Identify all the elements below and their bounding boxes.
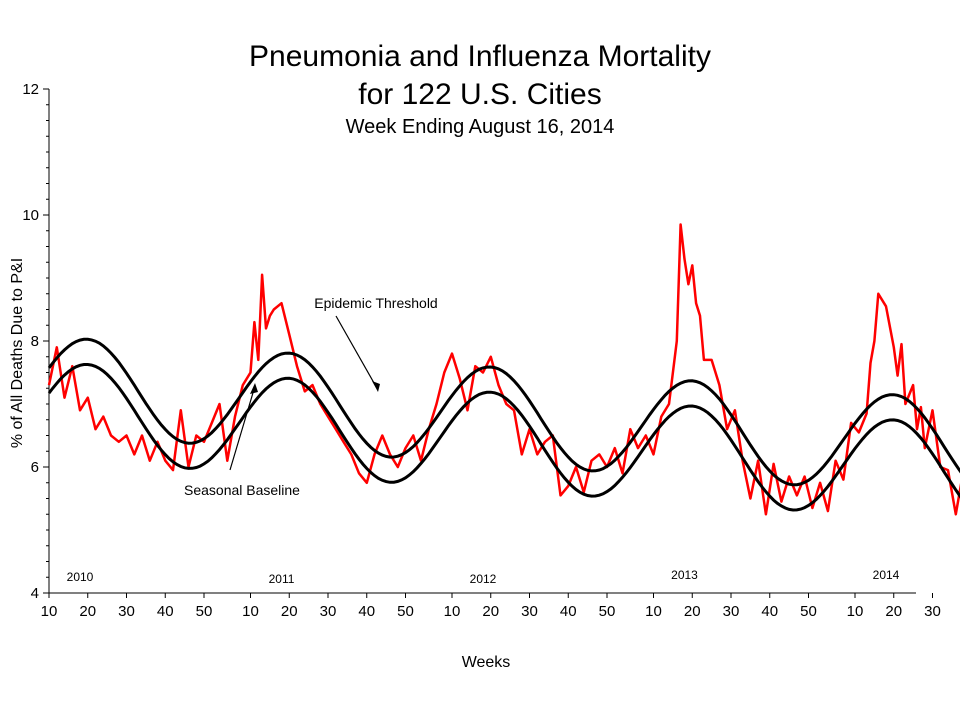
x-tick-label: 40 [560, 603, 577, 620]
y-tick-label: 8 [31, 333, 39, 350]
y-tick-label: 4 [31, 585, 39, 602]
x-tick-label: 50 [397, 603, 414, 620]
chart-subtitle: Week Ending August 16, 2014 [346, 116, 615, 138]
year-label-2012: 2012 [470, 572, 497, 586]
x-tick-label: 10 [242, 603, 259, 620]
y-tick-label: 6 [31, 459, 39, 476]
seasonal-baseline-label: Seasonal Baseline [184, 482, 300, 498]
y-ticks: 4 6 8 10 12 [22, 81, 49, 602]
x-tick-label: 10 [444, 603, 461, 620]
epidemic-threshold-arrow [335, 315, 379, 391]
epidemic-threshold-line [47, 337, 960, 487]
x-tick-label: 10 [41, 603, 58, 620]
year-label-2014: 2014 [873, 568, 900, 582]
seasonal-baseline-line [47, 363, 960, 512]
x-tick-label: 50 [599, 603, 616, 620]
y-axis-title: % of All Deaths Due to P&I [9, 258, 26, 448]
epidemic-threshold-arrowhead [372, 381, 380, 392]
x-tick-label: 10 [847, 603, 864, 620]
x-tick-label: 30 [521, 603, 538, 620]
seasonal-baseline-arrow [229, 385, 256, 471]
seasonal-baseline-arrowhead [250, 383, 258, 394]
x-tick-label: 30 [320, 603, 337, 620]
x-tick-label: 40 [358, 603, 375, 620]
chart-title-line-1: Pneumonia and Influenza Mortality [249, 40, 711, 73]
x-tick-label: 10 [645, 603, 662, 620]
year-label-2010: 2010 [67, 570, 94, 584]
chart-title-line-2: for 122 U.S. Cities [358, 78, 601, 111]
x-tick-label: 20 [885, 603, 902, 620]
x-tick-label: 30 [118, 603, 135, 620]
x-tick-label: 40 [157, 603, 174, 620]
x-axis-title: Weeks [462, 654, 511, 671]
x-tick-label: 30 [723, 603, 740, 620]
year-label-2013: 2013 [671, 568, 698, 582]
x-tick-label: 30 [924, 603, 941, 620]
x-tick-label: 20 [79, 603, 96, 620]
epidemic-threshold-label: Epidemic Threshold [314, 295, 437, 311]
axes [48, 89, 916, 594]
x-tick-label: 20 [281, 603, 298, 620]
year-labels: 2010 2011 2012 2013 2014 [67, 568, 900, 586]
x-tick-label: 50 [196, 603, 213, 620]
year-label-2011: 2011 [269, 572, 295, 586]
pi-mortality-series-line [47, 223, 960, 516]
x-tick-label: 40 [761, 603, 778, 620]
x-tick-label: 50 [800, 603, 817, 620]
x-tick-label: 20 [684, 603, 701, 620]
x-ticks: 10 20 30 40 50 10 20 30 40 50 10 20 30 40 50 10 20 30 40 50… [41, 593, 941, 620]
y-tick-label: 12 [22, 81, 39, 98]
x-tick-label: 20 [482, 603, 499, 620]
y-tick-label: 10 [22, 207, 39, 224]
